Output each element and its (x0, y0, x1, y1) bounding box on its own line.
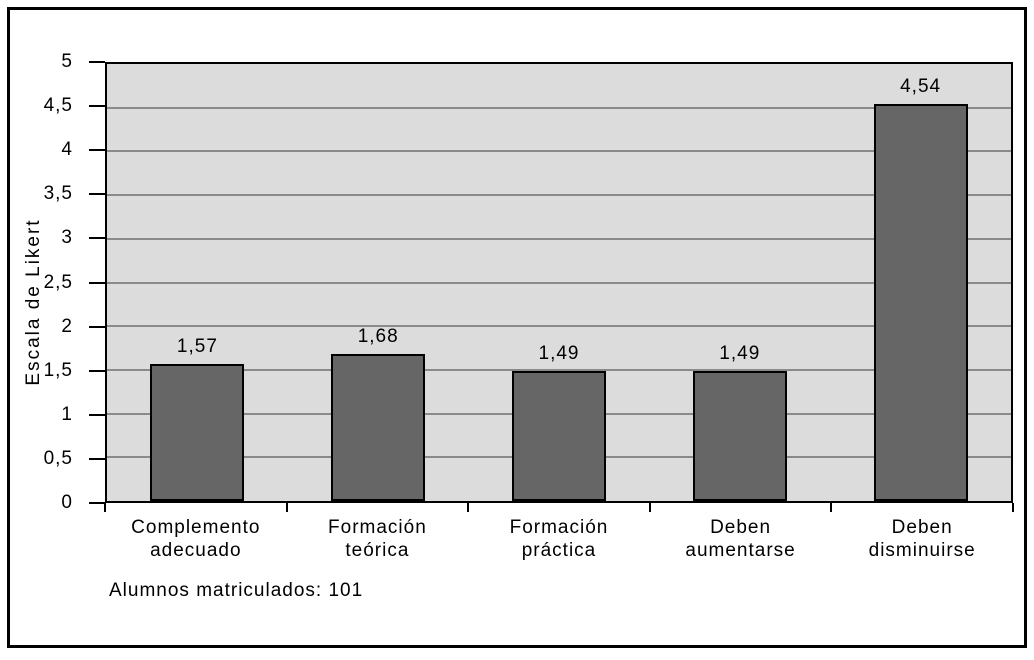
x-tick (830, 503, 833, 512)
y-tick (89, 502, 105, 504)
y-tick-label: 3,5 (43, 183, 73, 205)
bar-value-label: 1,57 (176, 335, 218, 357)
y-tick (89, 149, 105, 152)
bar (150, 363, 245, 501)
y-tick-label: 2,5 (43, 271, 73, 293)
gridline (107, 194, 1011, 197)
y-tick (89, 105, 105, 108)
bar-value-label: 4,54 (900, 76, 942, 98)
gridline (107, 106, 1011, 109)
plot-area: 1,57 1,68 1,49 1,49 4,54 (105, 62, 1013, 503)
y-tick-label: 0,5 (43, 447, 73, 469)
gridline (107, 325, 1011, 328)
y-tick-label: 1 (61, 403, 73, 425)
x-tick (1012, 503, 1014, 512)
bar (692, 370, 787, 501)
y-tick-label: 4,5 (43, 95, 73, 117)
x-tick (467, 503, 470, 512)
gridline (107, 281, 1011, 284)
category-label: Deben aumentarse (685, 517, 796, 561)
y-tick (89, 325, 105, 328)
y-tick (89, 237, 105, 240)
x-tick (648, 503, 651, 512)
gridline (107, 150, 1011, 153)
y-tick-label: 3 (61, 227, 73, 249)
footnote: Alumnos matriculados: 101 (109, 580, 364, 601)
y-tick (89, 281, 105, 284)
y-tick (89, 457, 105, 460)
y-tick (89, 61, 105, 63)
y-tick-label: 4 (61, 139, 73, 161)
bar-value-label: 1,49 (538, 342, 580, 364)
y-tick-label: 5 (61, 51, 73, 72)
bar (873, 104, 968, 501)
category-label: Formación práctica (509, 517, 609, 561)
bar (331, 354, 426, 501)
y-tick (89, 193, 105, 196)
x-axis-category-labels: Complemento adecuado Formación teórica For… (105, 516, 1013, 562)
y-tick (89, 369, 105, 372)
bar-value-label: 1,68 (357, 326, 399, 348)
category-label: Deben disminuirse (868, 517, 976, 561)
bar-value-label: 1,49 (719, 342, 761, 364)
x-axis-ticks (104, 503, 1014, 513)
y-tick-label: 0 (61, 492, 73, 513)
category-label: Formación teórica (328, 517, 427, 561)
x-tick (285, 503, 288, 512)
gridline (107, 237, 1011, 240)
y-axis: 0 0,5 1 1,5 2 2,5 3 3,5 4 4,5 5 (10, 52, 105, 513)
y-tick-label: 2 (61, 315, 73, 337)
category-label: Complemento adecuado (131, 517, 261, 561)
gridline (107, 368, 1011, 371)
figure-border: Escala de Likert 0 0,5 1 1,5 2 2,5 3 3,5 4 4,5 5 1… (7, 7, 1027, 648)
bar (512, 370, 606, 501)
y-tick-label: 1,5 (43, 359, 73, 381)
y-tick (89, 413, 105, 416)
x-tick (104, 503, 106, 512)
